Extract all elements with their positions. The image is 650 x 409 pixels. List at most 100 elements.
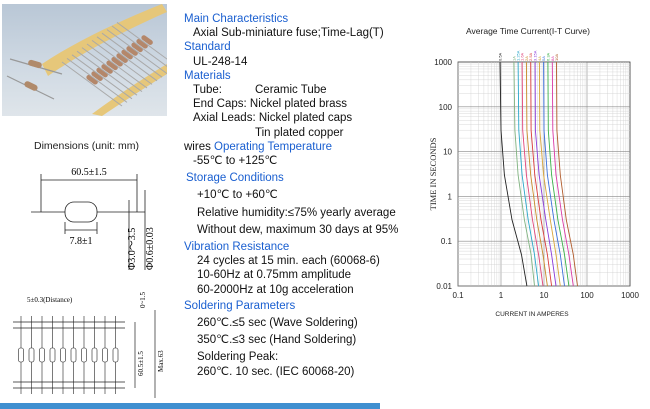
curve-label: 6.3A	[545, 52, 550, 61]
material-caps: End Caps: Nickel plated brass	[184, 97, 399, 111]
curve-label: 2.5A	[528, 52, 533, 61]
tape-fuse-body	[60, 347, 66, 363]
tape-fuse-body	[70, 347, 77, 363]
photo-fuse-lead	[111, 25, 167, 67]
y-tick-label: 100	[439, 103, 453, 112]
photo-fuse-lead	[86, 43, 148, 89]
main-characteristics-heading: Main Characteristics	[184, 13, 289, 25]
x-tick-label: 100	[580, 291, 594, 300]
tape-dimension-drawing: 5±0.3(Distance) 0~1.5 60.5±1.5 Max.63	[13, 291, 165, 398]
curve-1.6A	[521, 61, 544, 287]
tape-length-label: 60.5±1.5	[137, 351, 145, 376]
tape-offset-label: 0~1.5	[139, 291, 147, 308]
curve-10A	[556, 61, 578, 287]
caps-label: End Caps:	[193, 98, 247, 111]
operating-temp-row: wires Operating Temperature	[184, 140, 399, 154]
dimensions-title: Dimensions (unit: mm)	[34, 140, 140, 152]
standard-heading: Standard	[184, 41, 231, 54]
tape-max-label: Max.63	[157, 350, 165, 372]
storage-humidity: Relative humidity:≤75% yearly average	[197, 206, 396, 219]
leads-value-2: Tin plated copper	[255, 126, 344, 139]
photo-fuse-body	[106, 60, 118, 71]
tube-value: Ceramic Tube	[255, 84, 327, 97]
curve-label: 2A	[524, 56, 529, 61]
photo-fuse-body	[111, 56, 123, 67]
photo-fuse-body	[86, 74, 98, 85]
curve-1.25A	[517, 61, 540, 287]
soldering-heading: Soldering Parameters	[184, 299, 296, 312]
photo-fuse-lead	[106, 29, 167, 75]
y-tick-label: 1	[448, 192, 453, 201]
curve-label: 1.25A	[516, 50, 521, 61]
photo-fuse-body	[136, 38, 148, 49]
op-temp-prefix: wires	[184, 140, 215, 153]
vibration-3: 60-2000Hz at 10g acceleration	[197, 283, 354, 296]
photo-fuse-body	[116, 53, 128, 63]
product-photo	[2, 4, 167, 116]
curve-0.5A	[499, 61, 528, 287]
footer-bar	[0, 403, 380, 409]
materials-heading: Materials	[184, 69, 231, 82]
curve-4A	[538, 61, 561, 287]
curve-3.15A	[534, 61, 557, 287]
storage-dew: Without dew, maximum 30 days at 95%	[197, 223, 399, 236]
tape-fuse-body	[91, 347, 98, 363]
caps-value: Nickel plated brass	[249, 98, 348, 111]
curve-8A	[551, 61, 574, 287]
photo-fuse-body	[96, 67, 108, 78]
tape-fuse-body	[28, 347, 35, 363]
tube-label: Tube:	[193, 84, 222, 97]
photo-fuse-lead	[91, 39, 153, 85]
tape-fuse-body	[81, 347, 87, 363]
main-description: Axial Sub-miniature fuse;Time-Lag(T)	[193, 27, 384, 40]
storage-heading: Storage Conditions	[186, 172, 284, 185]
tape-fuse-body	[39, 347, 45, 363]
y-tick-label: 10	[443, 148, 452, 157]
curve-6.3A	[547, 61, 570, 287]
curve-label: 1A	[511, 56, 516, 61]
storage-temp: +10℃ to +60℃	[197, 189, 278, 202]
x-tick-label: 10	[540, 291, 549, 300]
x-tick-label: 1000	[621, 291, 639, 300]
x-tick-label: 0.1	[452, 291, 464, 300]
curve-label: 8A	[550, 56, 555, 61]
operating-temp-heading: Operating Temperature	[214, 140, 333, 153]
photo-fuse-lead	[96, 36, 158, 82]
photo-fuse-lead	[81, 47, 143, 93]
body-length-label: 7.8±1	[70, 236, 93, 247]
photo-fuse-lead	[76, 50, 138, 96]
material-tube: Tube: Ceramic Tube	[184, 83, 399, 97]
photo-fuse-lead	[61, 61, 123, 107]
fuse-dimension-drawing: 60.5±1.5 7.8±1 Φ3.0～3.5 Φ0.6±0.03	[31, 167, 156, 270]
curve-label: 1.6A	[520, 52, 525, 61]
soldering-1: 260℃.≤5 sec (Wave Soldering)	[197, 317, 358, 330]
it-curve-chart: Average Time Current(I-T Curve) 0.5A 1A 1.…	[428, 26, 639, 318]
photo-fuse-body	[126, 46, 138, 56]
material-leads: Axial Leads: Nickel plated caps	[184, 111, 399, 125]
fuse-tape-illustration	[6, 4, 167, 116]
curve-2A	[525, 61, 548, 287]
tape-fuse-body	[102, 347, 108, 363]
overall-length-label: 60.5±1.5	[71, 167, 107, 178]
soldering-4: 260℃. 10 sec. (IEC 60068-20)	[197, 365, 355, 378]
tape-fuse-body	[112, 347, 119, 363]
spec-list: Main Characteristics Axial Sub-miniature…	[184, 12, 399, 379]
curve-1A	[513, 61, 535, 287]
curve-2.5A	[530, 61, 553, 287]
photo-fuse-body	[91, 71, 103, 81]
y-axis-label: TIME IN SECONDS	[428, 137, 438, 210]
x-axis-label: CURRENT IN AMPERES	[495, 311, 569, 318]
tape-fuse-body	[18, 347, 24, 363]
curve-label: 3.15A	[533, 50, 538, 61]
soldering-2: 350℃.≤3 sec (Hand Soldering)	[197, 334, 357, 347]
y-tick-label: 1000	[434, 58, 452, 67]
vibration-heading: Vibration Resistance	[184, 241, 290, 254]
photo-fuse-lead	[66, 57, 128, 103]
tape-fuse-body	[49, 347, 56, 363]
curve-label: 0.5A	[498, 52, 503, 61]
photo-fuse-body	[131, 42, 143, 53]
body-dia-label: Φ3.0～3.5	[127, 228, 138, 270]
y-tick-label: 0.01	[436, 282, 452, 291]
curve-label: 5A	[541, 56, 546, 61]
curve-5A	[543, 61, 565, 287]
